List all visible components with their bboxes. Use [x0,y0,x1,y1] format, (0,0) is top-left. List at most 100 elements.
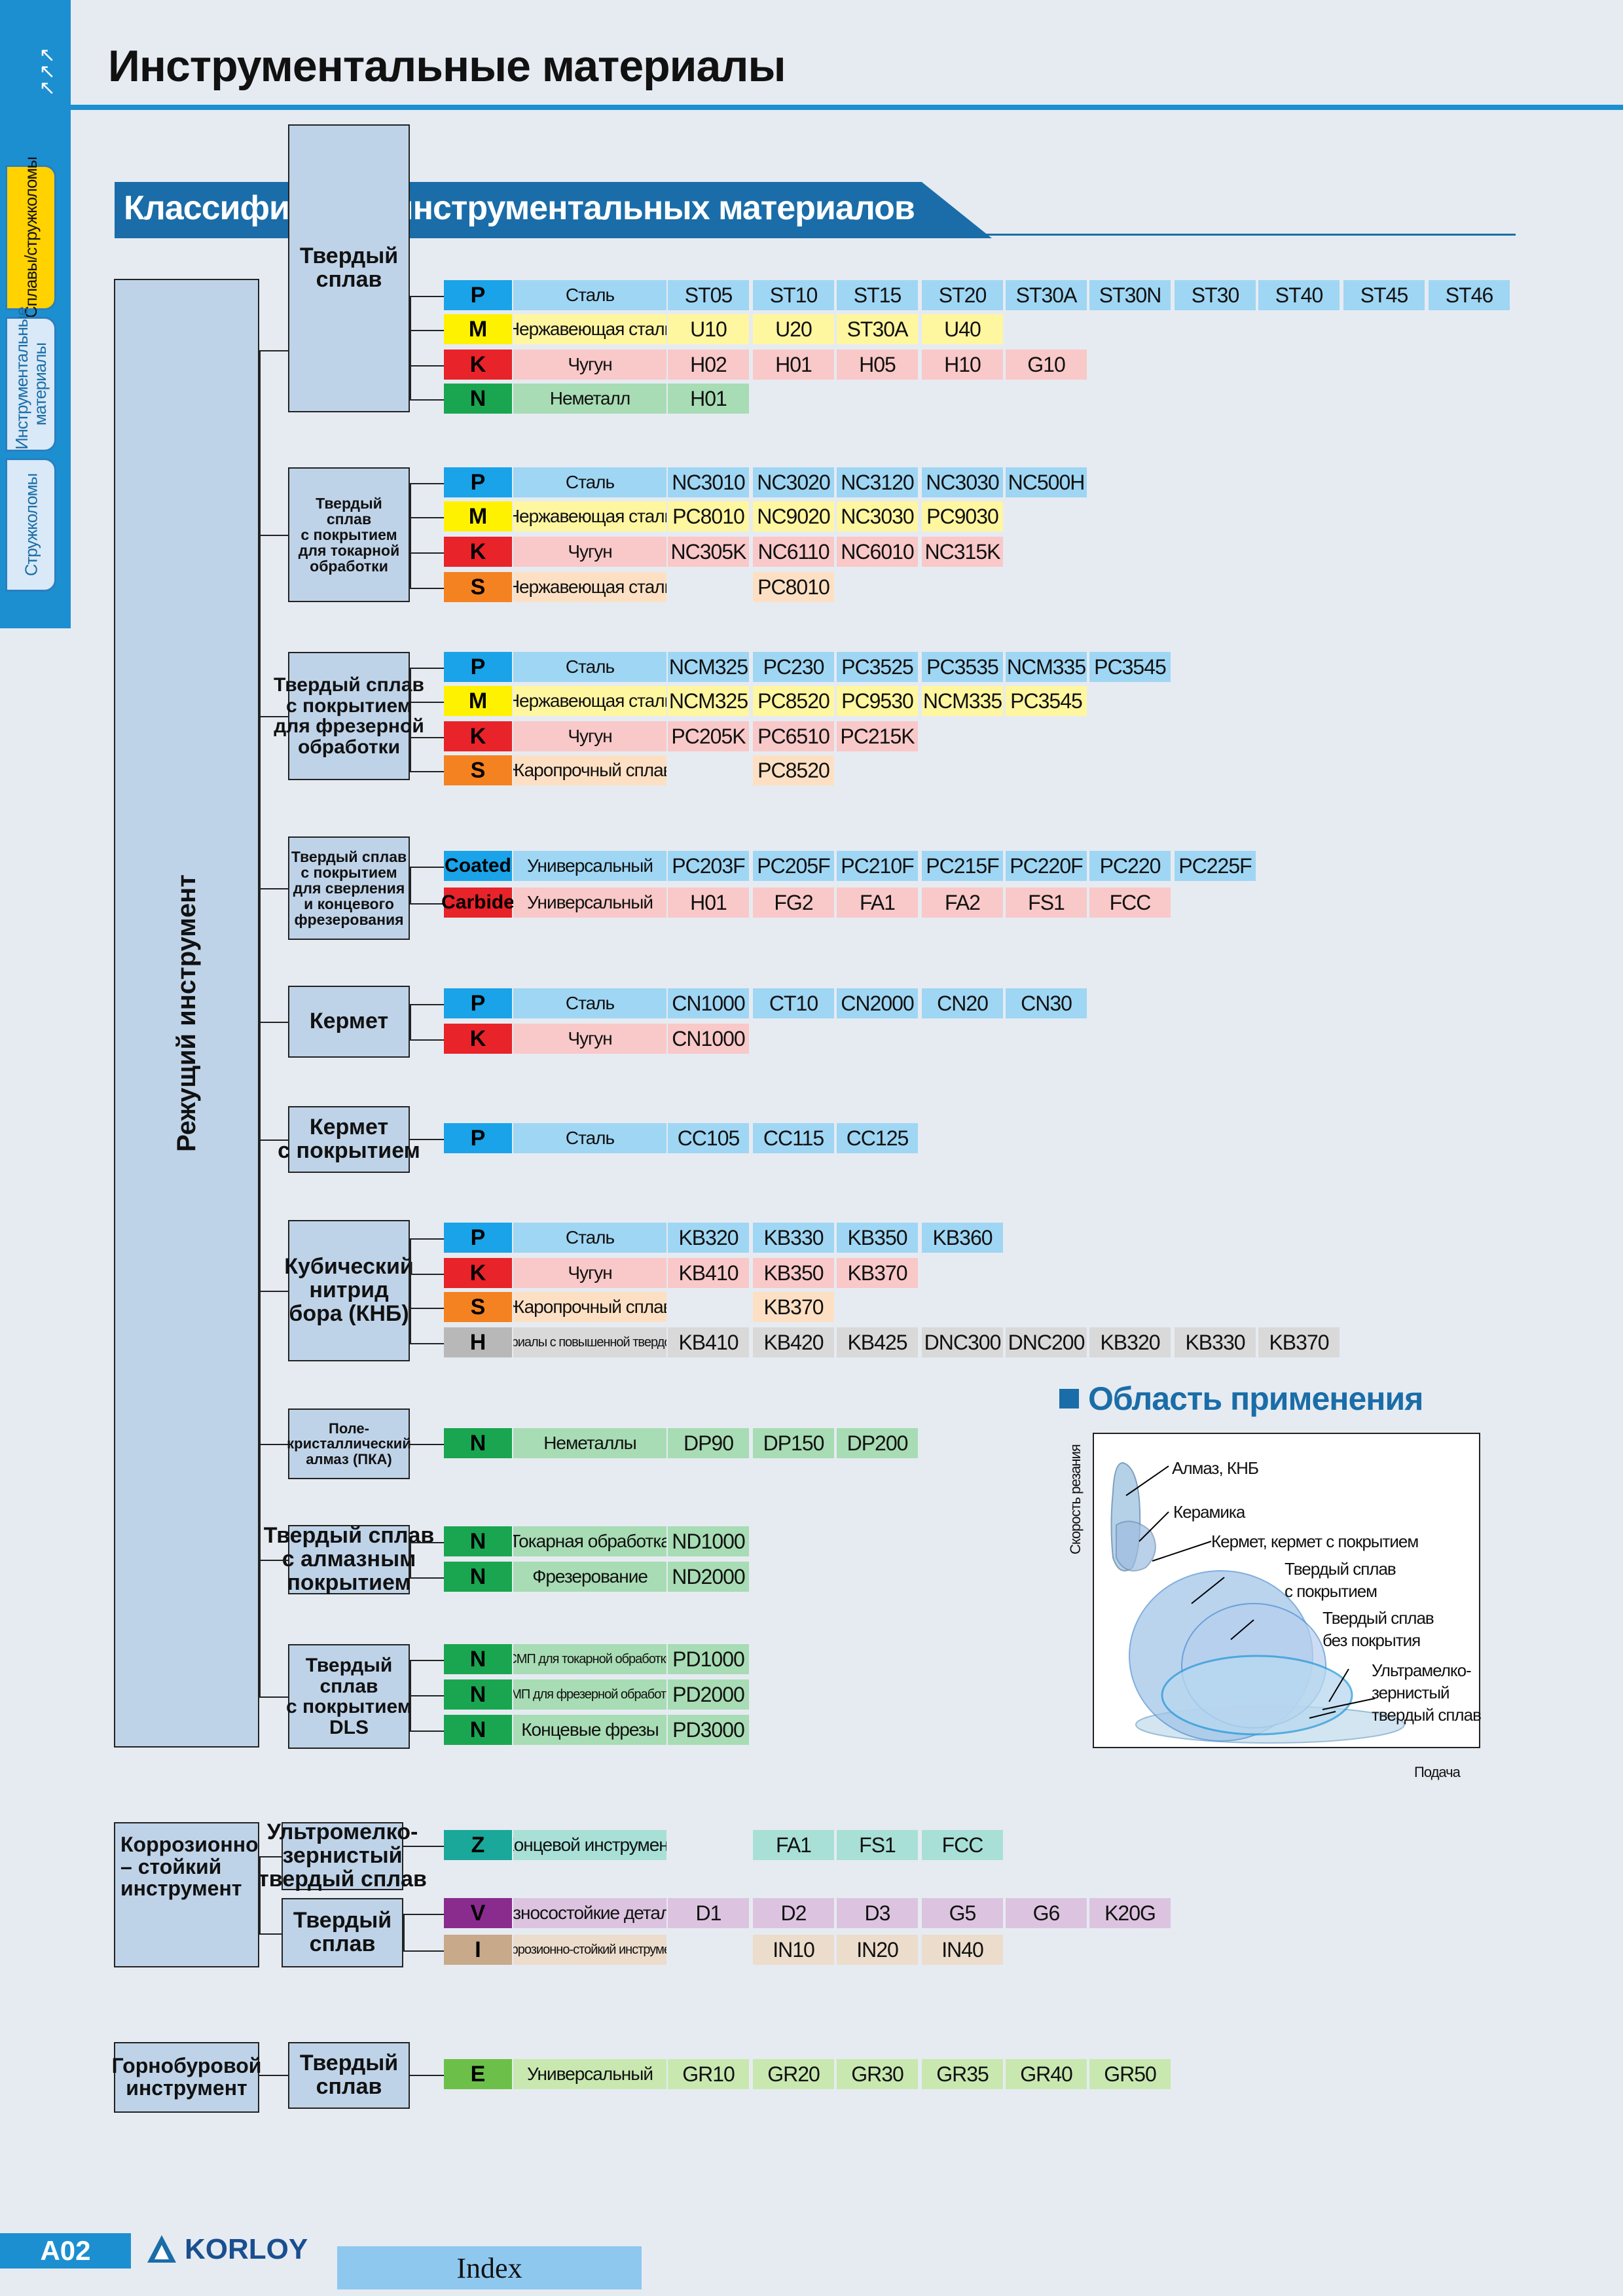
grade-cell[interactable]: GR30 [837,2059,918,2089]
grade-cell[interactable]: KB320 [668,1223,749,1253]
grade-cell[interactable]: PC225F [1175,851,1256,881]
grade-cell[interactable]: KB410 [668,1258,749,1288]
grade-cell[interactable]: FS1 [1006,888,1087,918]
grade-cell[interactable]: CN30 [1006,988,1087,1018]
grade-cell[interactable]: ST46 [1429,280,1510,310]
grade-cell[interactable]: ST45 [1343,280,1425,310]
grade-cell[interactable]: KB370 [1258,1327,1340,1357]
grade-cell[interactable]: PC205K [668,721,749,751]
grade-cell[interactable]: ST40 [1258,280,1340,310]
grade-cell[interactable]: DNC300 [922,1327,1003,1357]
grade-cell[interactable]: ST20 [922,280,1003,310]
grade-cell[interactable]: FCC [922,1830,1003,1860]
grade-cell[interactable]: PC3545 [1006,686,1087,716]
grade-cell[interactable]: ST05 [668,280,749,310]
grade-cell[interactable]: KB360 [922,1223,1003,1253]
grade-cell[interactable]: H01 [753,350,834,380]
grade-cell[interactable]: ND1000 [668,1526,749,1556]
grade-cell[interactable]: PC3525 [837,652,918,682]
grade-cell[interactable]: PC8010 [668,501,749,531]
grade-cell[interactable]: PC3535 [922,652,1003,682]
grade-cell[interactable]: PC230 [753,652,834,682]
grade-cell[interactable]: H10 [922,350,1003,380]
grade-cell[interactable]: IN40 [922,1935,1003,1965]
grade-cell[interactable]: PC220F [1006,851,1087,881]
grade-cell[interactable]: H02 [668,350,749,380]
grade-cell[interactable]: KB350 [753,1258,834,1288]
grade-cell[interactable]: KB420 [753,1327,834,1357]
grade-cell[interactable]: NC6110 [753,537,834,567]
grade-cell[interactable]: PC215F [922,851,1003,881]
grade-cell[interactable]: U40 [922,314,1003,344]
grade-cell[interactable]: NCM325 [668,652,749,682]
grade-cell[interactable]: CC115 [753,1123,834,1153]
grade-cell[interactable]: PD2000 [668,1679,749,1710]
grade-cell[interactable]: DP200 [837,1428,918,1458]
grade-cell[interactable]: KB370 [837,1258,918,1288]
grade-cell[interactable]: G5 [922,1898,1003,1928]
grade-cell[interactable]: PC8520 [753,686,834,716]
grade-cell[interactable]: KB350 [837,1223,918,1253]
grade-cell[interactable]: K20G [1089,1898,1171,1928]
grade-cell[interactable]: D3 [837,1898,918,1928]
grade-cell[interactable]: DP90 [668,1428,749,1458]
grade-cell[interactable]: KB330 [753,1223,834,1253]
grade-cell[interactable]: U20 [753,314,834,344]
grade-cell[interactable]: IN10 [753,1935,834,1965]
grade-cell[interactable]: PC203F [668,851,749,881]
grade-cell[interactable]: H01 [668,384,749,414]
grade-cell[interactable]: PD1000 [668,1644,749,1674]
grade-cell[interactable]: CT10 [753,988,834,1018]
grade-cell[interactable]: KB410 [668,1327,749,1357]
back-arrows-icon[interactable]: ↙↙↙ [37,47,58,97]
grade-cell[interactable]: G10 [1006,350,1087,380]
grade-cell[interactable]: CN20 [922,988,1003,1018]
grade-cell[interactable]: ST15 [837,280,918,310]
grade-cell[interactable]: CC125 [837,1123,918,1153]
grade-cell[interactable]: NC500H [1006,467,1087,497]
grade-cell[interactable]: CN2000 [837,988,918,1018]
grade-cell[interactable]: NCM335 [922,686,1003,716]
grade-cell[interactable]: GR35 [922,2059,1003,2089]
grade-cell[interactable]: FCC [1089,888,1171,918]
grade-cell[interactable]: DNC200 [1006,1327,1087,1357]
grade-cell[interactable]: D2 [753,1898,834,1928]
grade-cell[interactable]: NC6010 [837,537,918,567]
grade-cell[interactable]: GR50 [1089,2059,1171,2089]
grade-cell[interactable]: ST30A [837,314,918,344]
grade-cell[interactable]: NCM325 [668,686,749,716]
grade-cell[interactable]: IN20 [837,1935,918,1965]
grade-cell[interactable]: NC9020 [753,501,834,531]
grade-cell[interactable]: KB370 [753,1292,834,1322]
grade-cell[interactable]: KB425 [837,1327,918,1357]
grade-cell[interactable]: FA1 [837,888,918,918]
grade-cell[interactable]: NC3120 [837,467,918,497]
grade-cell[interactable]: NC3010 [668,467,749,497]
grade-cell[interactable]: H01 [668,888,749,918]
grade-cell[interactable]: ST30 [1175,280,1256,310]
grade-cell[interactable]: ST10 [753,280,834,310]
grade-cell[interactable]: GR40 [1006,2059,1087,2089]
grade-cell[interactable]: PC8520 [753,755,834,785]
grade-cell[interactable]: PC220 [1089,851,1171,881]
grade-cell[interactable]: ST30A [1006,280,1087,310]
grade-cell[interactable]: ST30N [1089,280,1171,310]
grade-cell[interactable]: U10 [668,314,749,344]
tab-chipbreakers[interactable]: Стружколомы [5,458,56,592]
grade-cell[interactable]: PC9530 [837,686,918,716]
grade-cell[interactable]: FA1 [753,1830,834,1860]
grade-cell[interactable]: PC8010 [753,572,834,602]
grade-cell[interactable]: PC3545 [1089,652,1171,682]
grade-cell[interactable]: PC9030 [922,501,1003,531]
index-button[interactable]: Index [337,2246,642,2289]
grade-cell[interactable]: CN1000 [668,988,749,1018]
grade-cell[interactable]: PC210F [837,851,918,881]
grade-cell[interactable]: G6 [1006,1898,1087,1928]
grade-cell[interactable]: PC215K [837,721,918,751]
grade-cell[interactable]: FA2 [922,888,1003,918]
grade-cell[interactable]: CC105 [668,1123,749,1153]
grade-cell[interactable]: KB330 [1175,1327,1256,1357]
grade-cell[interactable]: ND2000 [668,1562,749,1592]
grade-cell[interactable]: KB320 [1089,1327,1171,1357]
grade-cell[interactable]: PD3000 [668,1715,749,1745]
